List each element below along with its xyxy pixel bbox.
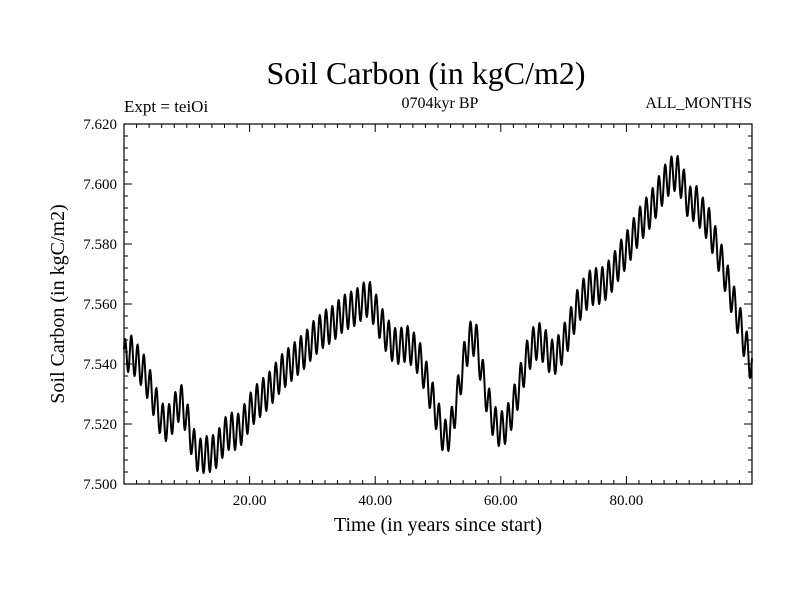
chart-subtitle: 0704kyr BP (402, 95, 479, 112)
y-axis-label: Soil Carbon (in kgC/m2) (47, 204, 69, 403)
y-tick-label: 7.580 (83, 237, 117, 253)
x-tick-label: 20.00 (233, 493, 267, 509)
y-tick-label: 7.620 (83, 117, 117, 133)
soil-carbon-series-line (123, 155, 753, 474)
x-axis-ticks: 20.00 40.00 60.00 80.00 (136, 124, 740, 509)
y-axis-ticks: 7.500 7.520 7.540 7.560 7.580 7.600 7.620 (83, 117, 752, 493)
months-label: ALL_MONTHS (645, 95, 752, 112)
x-tick-label: 60.00 (484, 493, 518, 509)
y-tick-label: 7.520 (83, 417, 117, 433)
y-tick-label: 7.560 (83, 297, 117, 313)
y-tick-label: 7.500 (83, 477, 117, 493)
experiment-label: Expt = teiOi (124, 97, 208, 116)
chart-title: Soil Carbon (in kgC/m2) (266, 55, 585, 91)
x-axis-label: Time (in years since start) (334, 514, 542, 536)
y-tick-label: 7.540 (83, 357, 117, 373)
x-tick-label: 80.00 (610, 493, 644, 509)
x-tick-label: 40.00 (358, 493, 392, 509)
plot-frame (123, 123, 753, 485)
y-tick-label: 7.600 (83, 177, 117, 193)
